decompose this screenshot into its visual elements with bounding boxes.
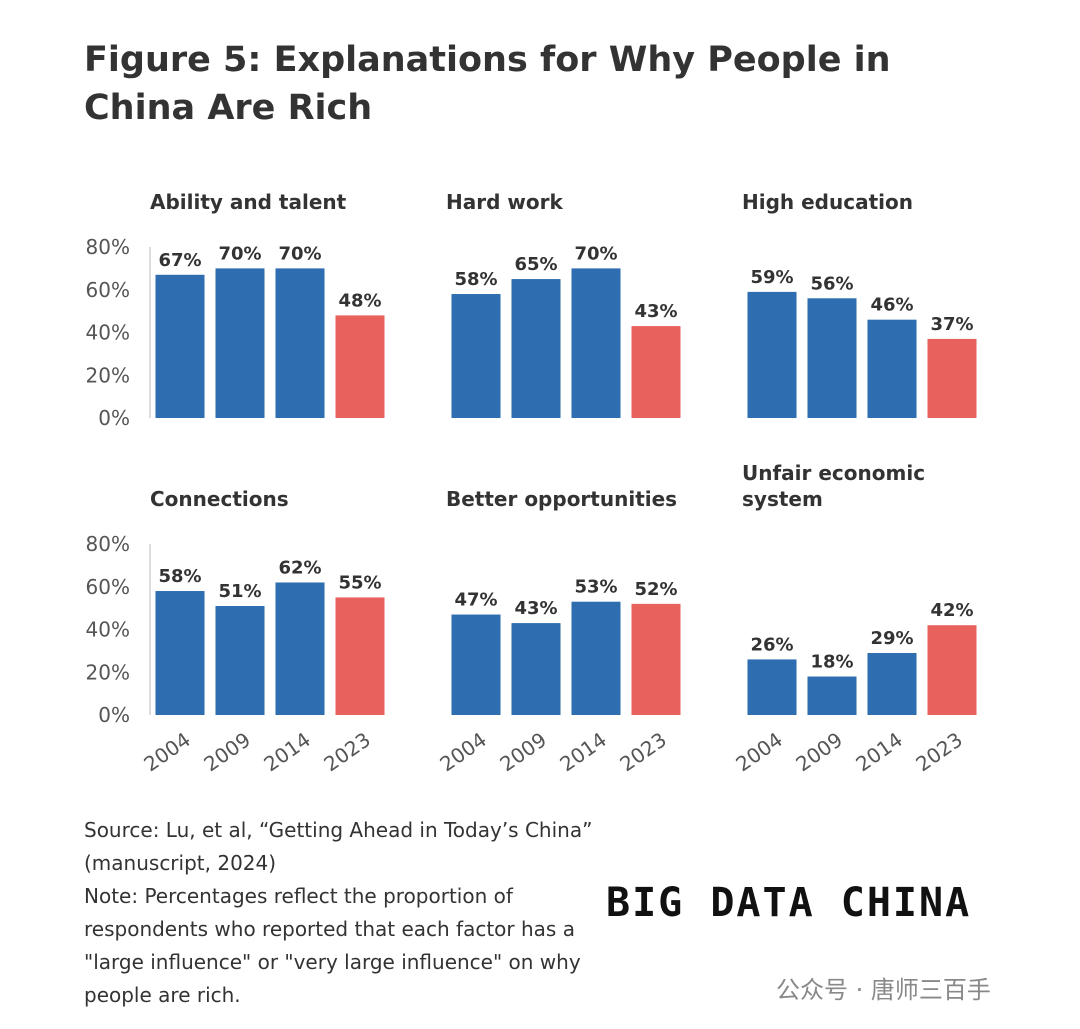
bar [155,591,205,715]
value-label: 58% [454,269,497,290]
x-tick-label: 2014 [555,727,610,776]
logo: BIG DATA CHINA [606,880,972,926]
value-label: 51% [218,581,261,602]
value-label: 67% [158,250,201,271]
bar [275,268,325,418]
bar [215,268,265,418]
bar [275,582,325,715]
bar [631,603,681,715]
y-tick-label: 80% [86,235,130,259]
bar [631,326,681,418]
x-tick-label: 2023 [911,727,966,776]
value-label: 47% [454,590,497,611]
title: Figure 5: Explanations for Why People in… [84,40,891,128]
value-label: 46% [870,295,913,316]
x-tick-label: 2014 [851,727,906,776]
value-label: 62% [278,557,321,578]
x-tick-label: 2009 [791,727,846,776]
value-label: 70% [574,243,617,264]
y-tick-label: 80% [86,532,130,556]
note: Note: Percentages reflect the proportion… [84,884,581,1007]
y-tick-label: 60% [86,575,130,599]
bar [511,279,561,418]
x-tick-label: 2004 [435,727,490,776]
value-label: 52% [634,579,677,600]
bar [571,601,621,715]
x-tick-label: 2004 [731,727,786,776]
value-label: 55% [338,572,381,593]
panel-title: Better opportunities [446,487,678,511]
value-label: 43% [514,598,557,619]
y-tick-label: 60% [86,278,130,302]
bar [867,653,917,715]
x-tick-label: 2004 [139,727,194,776]
y-tick-label: 0% [98,406,130,430]
bar [747,659,797,715]
value-label: 53% [574,577,617,598]
value-label: 59% [750,267,793,288]
x-tick-label: 2009 [199,727,254,776]
bar [867,319,917,418]
panel-title: Hard work [446,190,563,214]
bar [807,298,857,418]
bar [807,676,857,715]
bar [927,625,977,715]
bar [451,294,501,418]
bar [571,268,621,418]
panel-title: High education [742,190,913,214]
panel-title: Unfair economic system [742,461,926,511]
value-label: 70% [278,243,321,264]
bar [335,315,385,418]
y-tick-label: 20% [86,660,130,684]
value-label: 42% [930,600,973,621]
value-label: 48% [338,290,381,311]
value-label: 18% [810,652,853,673]
bar [215,605,265,715]
panel-title: Connections [150,487,289,511]
x-tick-label: 2014 [259,727,314,776]
panel-title: Ability and talent [150,190,347,214]
source: Source: Lu, et al, “Getting Ahead in Tod… [84,818,593,875]
bar [747,291,797,418]
x-tick-label: 2023 [615,727,670,776]
value-label: 58% [158,566,201,587]
value-label: 29% [870,628,913,649]
x-tick-label: 2009 [495,727,550,776]
bar [511,623,561,715]
value-label: 65% [514,254,557,275]
bar [927,338,977,418]
y-tick-label: 0% [98,703,130,727]
bar [155,274,205,418]
watermark: 公众号 · 唐师三百手 [776,976,991,1004]
bar [451,614,501,715]
value-label: 26% [750,634,793,655]
value-label: 43% [634,301,677,322]
value-label: 70% [218,243,261,264]
value-label: 37% [930,314,973,335]
bar [335,597,385,715]
x-tick-label: 2023 [319,727,374,776]
y-tick-label: 40% [86,321,130,345]
y-tick-label: 40% [86,618,130,642]
y-tick-label: 20% [86,363,130,387]
value-label: 56% [810,273,853,294]
